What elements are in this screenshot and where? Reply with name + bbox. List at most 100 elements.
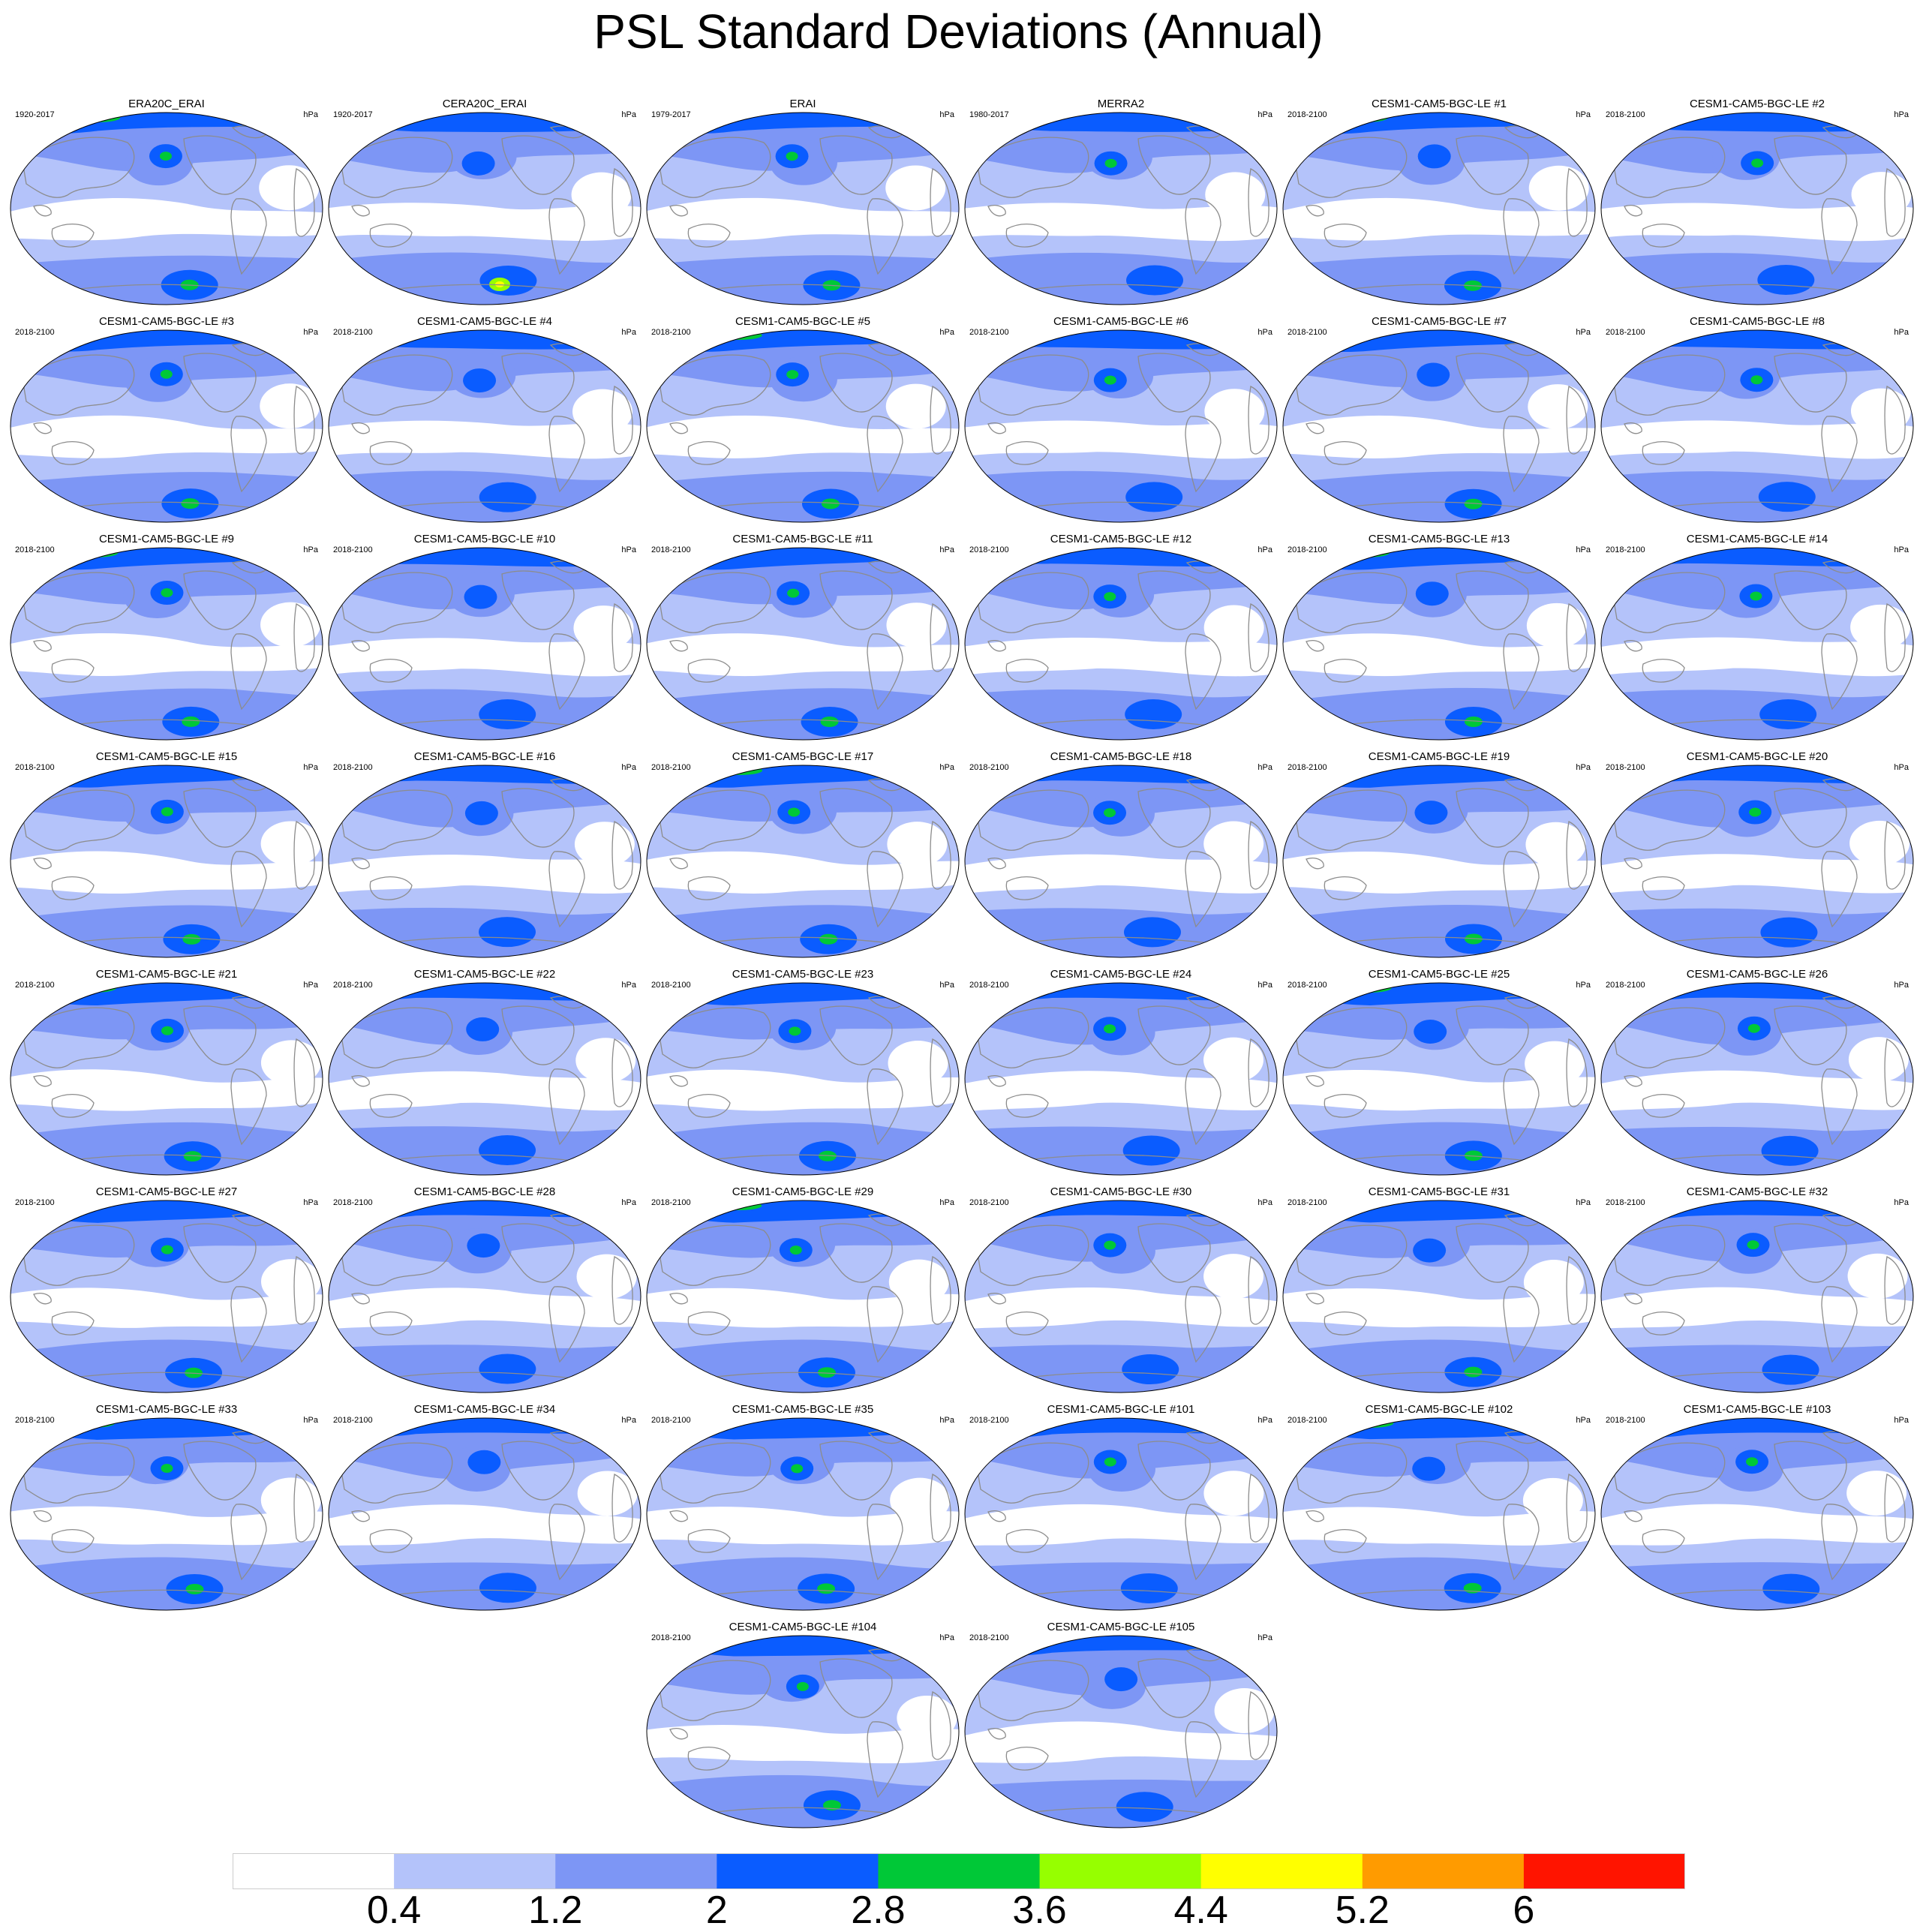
panel-units: hPa (1576, 110, 1591, 119)
map-region-low (897, 1695, 957, 1741)
coastline (548, 1286, 585, 1363)
map-region-low (260, 1040, 321, 1086)
map-region-low (329, 638, 641, 677)
coastline (1774, 1223, 1847, 1283)
map-region-low (329, 1504, 641, 1546)
panel-title: CESM1-CAM5-BGC-LE #7 (1371, 315, 1507, 328)
coastline (1821, 633, 1858, 711)
coastline (1137, 788, 1211, 848)
map-panel: CESM1-CAM5-BGC-LE #16 2018-2100 hPa (326, 750, 644, 963)
map-region-peak (819, 933, 838, 945)
map-region-low (260, 1477, 321, 1523)
coastline (1642, 1094, 1685, 1118)
map-border (964, 112, 1278, 305)
coastline (230, 633, 267, 711)
coastline (1821, 1504, 1858, 1581)
map-region-peak (161, 1245, 173, 1254)
colorbar-label: 4.4 (1173, 1888, 1228, 1932)
map-region-low (647, 1069, 959, 1111)
map-panel: CESM1-CAM5-BGC-LE #101 2018-2100 hPa (962, 1403, 1280, 1616)
coastline (51, 1312, 95, 1336)
map-border (1282, 547, 1596, 741)
map-region-low (1525, 822, 1586, 867)
map-panel: CESM1-CAM5-BGC-LE #35 2018-2100 hPa (644, 1403, 962, 1616)
coastline (351, 1293, 370, 1305)
coastline (183, 570, 257, 630)
coastline (1566, 1474, 1588, 1543)
panel-years: 2018-2100 (15, 763, 55, 772)
map-region-low (1203, 821, 1264, 867)
world-map (328, 982, 642, 1176)
map-region-peak (161, 807, 173, 816)
panel-units: hPa (939, 1198, 954, 1207)
map-panel: CESM1-CAM5-BGC-LE #17 2018-2100 hPa (644, 750, 962, 963)
panel-units: hPa (1576, 545, 1591, 554)
coastline (1306, 205, 1324, 217)
map-region-low (885, 383, 946, 429)
map-border (1600, 765, 1914, 958)
panel-title: CESM1-CAM5-BGC-LE #31 (1368, 1185, 1510, 1198)
coastline (1005, 1094, 1049, 1118)
coastline (351, 640, 370, 652)
coastline (987, 858, 1006, 870)
map-region-peak (1464, 498, 1483, 509)
coastline (1005, 1529, 1049, 1553)
coastline (658, 789, 771, 851)
map-region-strong (1126, 265, 1184, 296)
map-region-medium (1283, 905, 1595, 957)
coastline (819, 135, 893, 195)
map-region-strong (1415, 581, 1449, 606)
map-border (1282, 765, 1596, 958)
map-region-peak (1750, 591, 1762, 601)
coastline (1248, 168, 1269, 237)
panel-title: CESM1-CAM5-BGC-LE #25 (1368, 968, 1510, 981)
panel-units: hPa (1257, 763, 1272, 772)
panel-title: CESM1-CAM5-BGC-LE #23 (732, 968, 874, 981)
map-border (1282, 1417, 1596, 1611)
panel-title: CESM1-CAM5-BGC-LE #20 (1686, 750, 1828, 763)
coastline (1774, 135, 1847, 195)
coastline (1612, 1224, 1726, 1286)
map-region-strong (467, 1233, 500, 1258)
map-region-low (1601, 1287, 1913, 1330)
panel-grid: ERA20C_ERAI 1920-2017 hPa CERA20C_ERAI 1920-… (10, 98, 1914, 1828)
map-region-peak (1104, 1240, 1116, 1250)
panel-units: hPa (1894, 1198, 1909, 1207)
coastline (1294, 789, 1408, 851)
coastline (293, 1256, 315, 1325)
map-region-peak (1346, 984, 1392, 993)
coastline (819, 1441, 893, 1501)
map-region-medium (1601, 908, 1913, 957)
map-region-strong (1601, 548, 1913, 566)
map-panel: CESM1-CAM5-BGC-LE #28 2018-2100 hPa (326, 1185, 644, 1399)
coastline (1884, 168, 1906, 237)
map-region-strong (467, 1450, 501, 1474)
coastline (369, 876, 413, 900)
panel-years: 2018-2100 (651, 545, 691, 554)
map-panel: CESM1-CAM5-BGC-LE #102 2018-2100 hPa (1280, 1403, 1598, 1616)
map-region-low (1283, 197, 1595, 241)
map-region-low (1526, 602, 1587, 648)
map-border (646, 1417, 960, 1611)
coastline (1612, 572, 1726, 633)
coastline (669, 858, 688, 870)
map-region-peak (73, 548, 119, 557)
panel-years: 2018-2100 (1606, 981, 1645, 990)
map-region-peak (1344, 548, 1390, 557)
map-region-low (1601, 420, 1913, 459)
coastline (183, 353, 257, 413)
map-region-medium (1601, 1126, 1913, 1175)
panel-title: CESM1-CAM5-BGC-LE #2 (1689, 98, 1825, 110)
coastline (1185, 1504, 1221, 1581)
coastline (1248, 1691, 1269, 1760)
coastline (22, 1442, 135, 1504)
coastline (611, 1256, 633, 1325)
world-map (328, 329, 642, 523)
map-region-low (965, 637, 1277, 677)
coastline (1137, 135, 1211, 195)
map-region-peak (1104, 1024, 1116, 1034)
coastline (687, 441, 731, 465)
map-region-peak (1747, 1240, 1759, 1250)
map-region-strong (1116, 1792, 1173, 1822)
coastline (1248, 1256, 1269, 1325)
